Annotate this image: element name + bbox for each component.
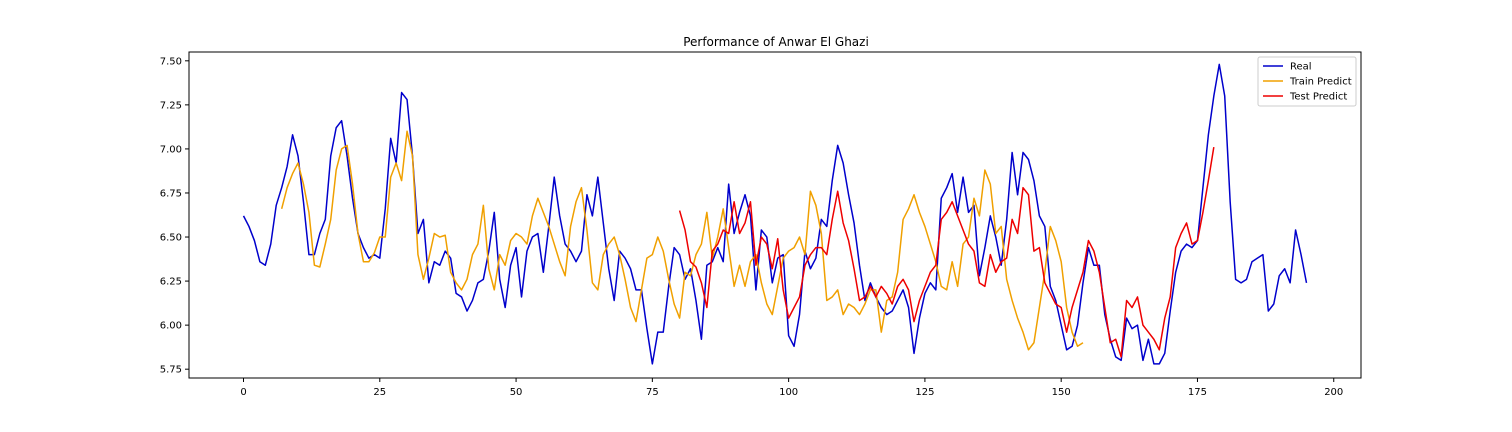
series-line-train-predict (280, 130, 1084, 351)
legend-entries: Real Train Predict Test Predict (1263, 62, 1352, 103)
x-axis: 0 25 50 75 100 125 150 175 200 (240, 378, 1343, 398)
y-tick-label: 5.75 (160, 365, 182, 376)
series-line-test-predict (678, 147, 1215, 358)
legend-label: Train Predict (1289, 77, 1352, 88)
legend: Real Train Predict Test Predict (1257, 56, 1357, 107)
y-axis: 5.75 6.00 6.25 6.50 6.75 7.00 7.25 7.50 (160, 56, 189, 376)
x-tick-label: 50 (510, 387, 523, 398)
y-tick-label: 6.00 (160, 321, 182, 332)
y-tick-label: 7.50 (160, 56, 182, 67)
x-tick-label: 150 (1052, 387, 1071, 398)
plot-area-frame (188, 51, 1362, 379)
series-layer (242, 63, 1308, 365)
y-tick-label: 6.75 (160, 188, 182, 199)
x-tick-label: 25 (373, 387, 386, 398)
x-tick-label: 125 (915, 387, 934, 398)
series-line-real (242, 63, 1308, 365)
x-tick-label: 0 (240, 387, 246, 398)
y-tick-label: 6.50 (160, 233, 182, 244)
y-tick-label: 7.00 (160, 144, 182, 155)
chart-title: Performance of Anwar El Ghazi (683, 35, 869, 49)
y-tick-label: 7.25 (160, 100, 182, 111)
y-tick-label: 6.25 (160, 277, 182, 288)
x-tick-label: 100 (779, 387, 798, 398)
x-tick-label: 175 (1188, 387, 1207, 398)
x-tick-label: 200 (1324, 387, 1343, 398)
legend-label: Real (1290, 62, 1312, 73)
legend-box (1257, 56, 1357, 107)
legend-label: Test Predict (1289, 92, 1347, 103)
x-tick-label: 75 (646, 387, 659, 398)
